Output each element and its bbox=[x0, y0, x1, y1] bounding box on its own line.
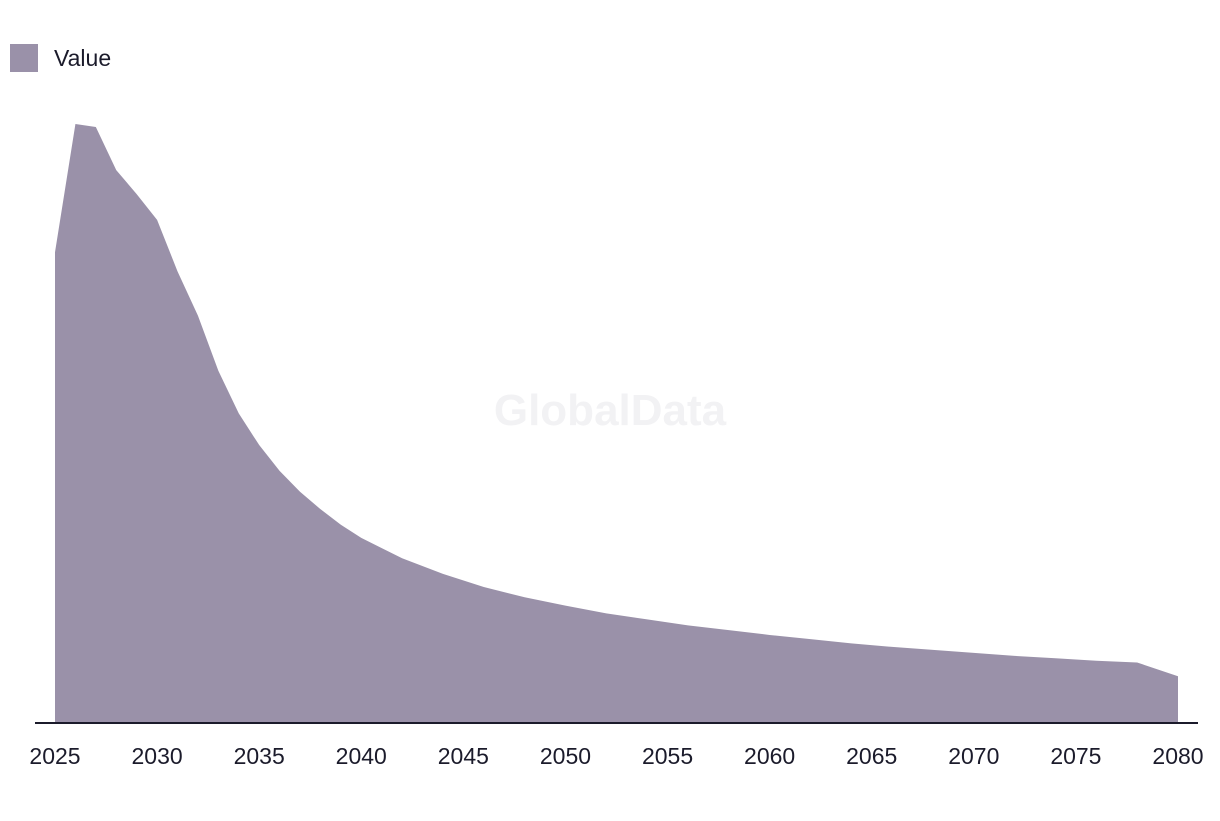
x-tick-label: 2045 bbox=[438, 743, 489, 769]
series-area-0 bbox=[55, 124, 1178, 723]
series-layer bbox=[55, 124, 1178, 723]
x-tick-label: 2070 bbox=[948, 743, 999, 769]
x-tick-label: 2060 bbox=[744, 743, 795, 769]
x-tick-label: 2025 bbox=[29, 743, 80, 769]
x-tick-label: 2080 bbox=[1152, 743, 1203, 769]
watermark-text: GlobalData bbox=[494, 386, 727, 435]
legend: Value bbox=[10, 44, 111, 72]
legend-swatch bbox=[10, 44, 38, 72]
x-tick-label: 2050 bbox=[540, 743, 591, 769]
x-axis-ticks: 2025 2030 2035 2040 2045 2050 2055 2060 2065 2070… bbox=[29, 743, 1203, 769]
x-tick-label: 2055 bbox=[642, 743, 693, 769]
x-tick-label: 2030 bbox=[132, 743, 183, 769]
x-tick-label: 2035 bbox=[234, 743, 285, 769]
x-tick-label: 2040 bbox=[336, 743, 387, 769]
legend-label: Value bbox=[54, 44, 112, 71]
x-tick-label: 2065 bbox=[846, 743, 897, 769]
x-tick-label: 2075 bbox=[1050, 743, 1101, 769]
